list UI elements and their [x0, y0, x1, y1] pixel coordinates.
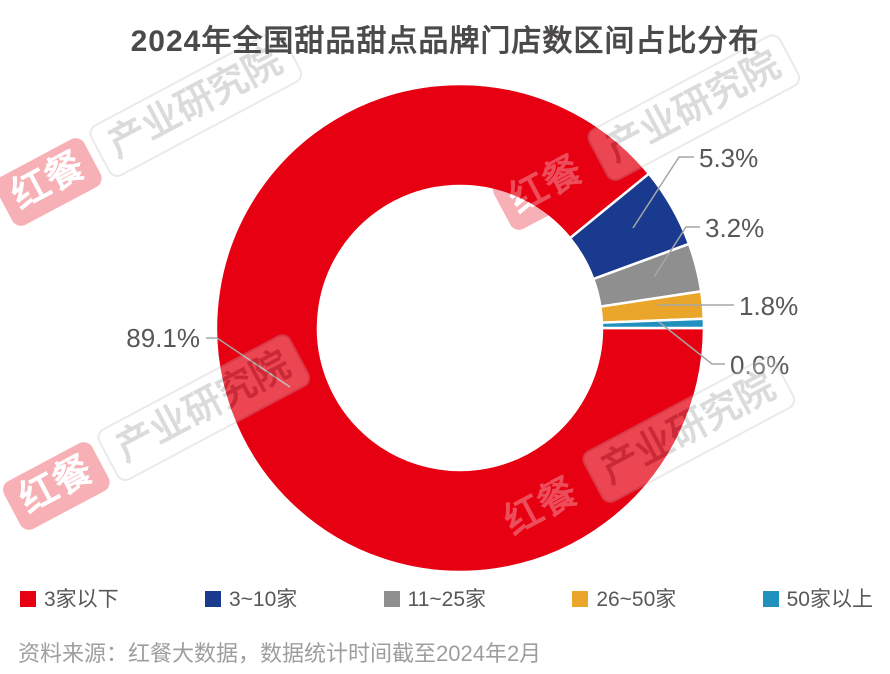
legend-swatch: [204, 591, 221, 607]
legend-item-1[interactable]: 3~10家: [204, 587, 298, 611]
legend-label: 26~50家: [596, 587, 677, 611]
legend-label: 3~10家: [228, 587, 298, 611]
label-leader-line: [206, 337, 291, 388]
label-leader-line: [653, 226, 700, 278]
percent-label: 3.2%: [705, 213, 764, 243]
percent-label: 0.6%: [730, 350, 789, 380]
percent-label: 1.8%: [739, 291, 798, 321]
percent-label: 5.3%: [699, 143, 758, 173]
legend-swatch: [762, 591, 779, 607]
chart-legend: 3家以下 3~10家 11~25家 26~50家 50家以上: [20, 586, 873, 612]
percent-label: 89.1%: [126, 323, 200, 353]
legend-label: 50家以上: [786, 587, 873, 611]
label-leader-line: [632, 156, 694, 229]
legend-item-2[interactable]: 11~25家: [383, 587, 487, 611]
label-leader-line: [658, 321, 725, 365]
legend-item-3[interactable]: 26~50家: [572, 589, 676, 610]
legend-swatch: [20, 591, 36, 607]
legend-item-0[interactable]: 3家以下: [20, 589, 119, 610]
legend-label: 3家以下: [44, 587, 119, 611]
donut-slice-0[interactable]: [214, 82, 706, 574]
chart-title: 2024年全国甜品甜点品牌门店数区间占比分布: [130, 25, 760, 58]
legend-label: 11~25家: [407, 587, 487, 611]
legend-swatch: [383, 591, 400, 607]
legend-item-4[interactable]: 50家以上: [762, 587, 873, 611]
legend-swatch: [572, 591, 589, 607]
donut-slice-4[interactable]: [600, 317, 706, 330]
source-note: 资料来源：红餐大数据，数据统计时间截至2024年2月: [18, 641, 542, 666]
